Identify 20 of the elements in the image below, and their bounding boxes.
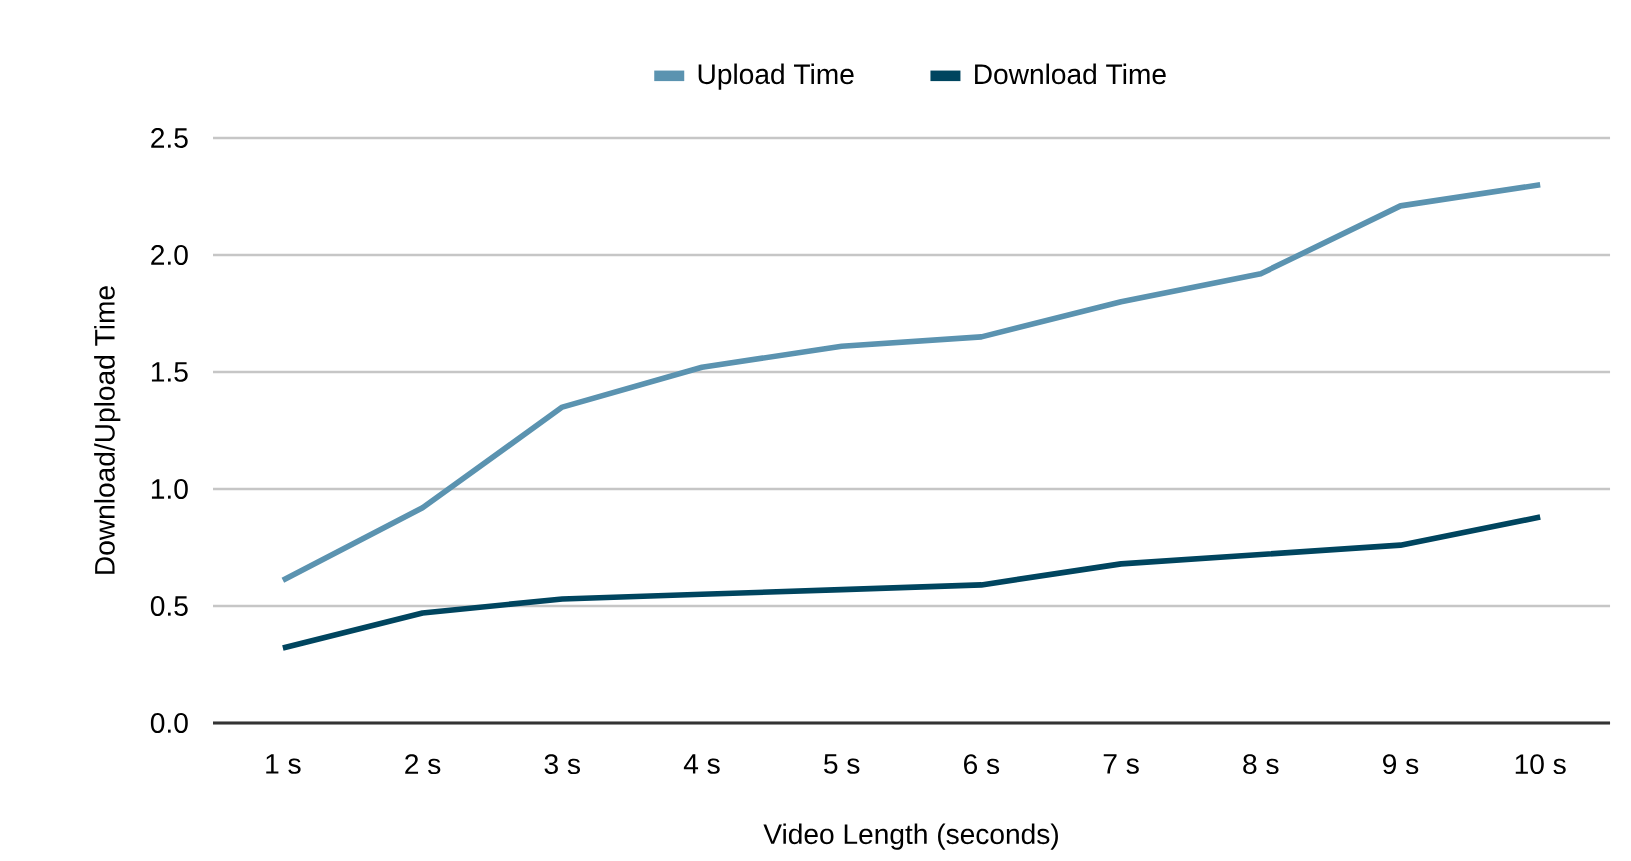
y-tick-label: 2.5: [151, 128, 188, 148]
y-tick-label: 1.5: [151, 362, 188, 382]
x-tick-label: 9 s: [1383, 754, 1419, 775]
x-tick-label: 1 s: [266, 754, 301, 774]
x-tick-label: 6 s: [964, 754, 1000, 775]
y-tick-label: 0.5: [150, 596, 188, 616]
y-tick-label: 0.0: [150, 713, 188, 733]
legend-label: Upload Time: [698, 63, 854, 90]
x-tick-label: 2 s: [405, 754, 441, 775]
x-axis-title: Video Length (seconds): [763, 823, 1058, 850]
y-axis-title: Download/Upload Time: [94, 286, 121, 574]
x-tick-label: 7 s: [1103, 754, 1139, 774]
x-tick-label: 4 s: [683, 754, 720, 774]
x-tick-label: 3 s: [544, 754, 580, 775]
x-tick-label: 5 s: [824, 754, 860, 774]
x-tick-label: 10 s: [1515, 754, 1566, 775]
x-tick-label: 8 s: [1243, 754, 1279, 775]
legend-label: Download Time: [975, 63, 1166, 85]
y-tick-label: 1.0: [151, 479, 188, 499]
y-tick-label: 2.0: [151, 245, 188, 265]
